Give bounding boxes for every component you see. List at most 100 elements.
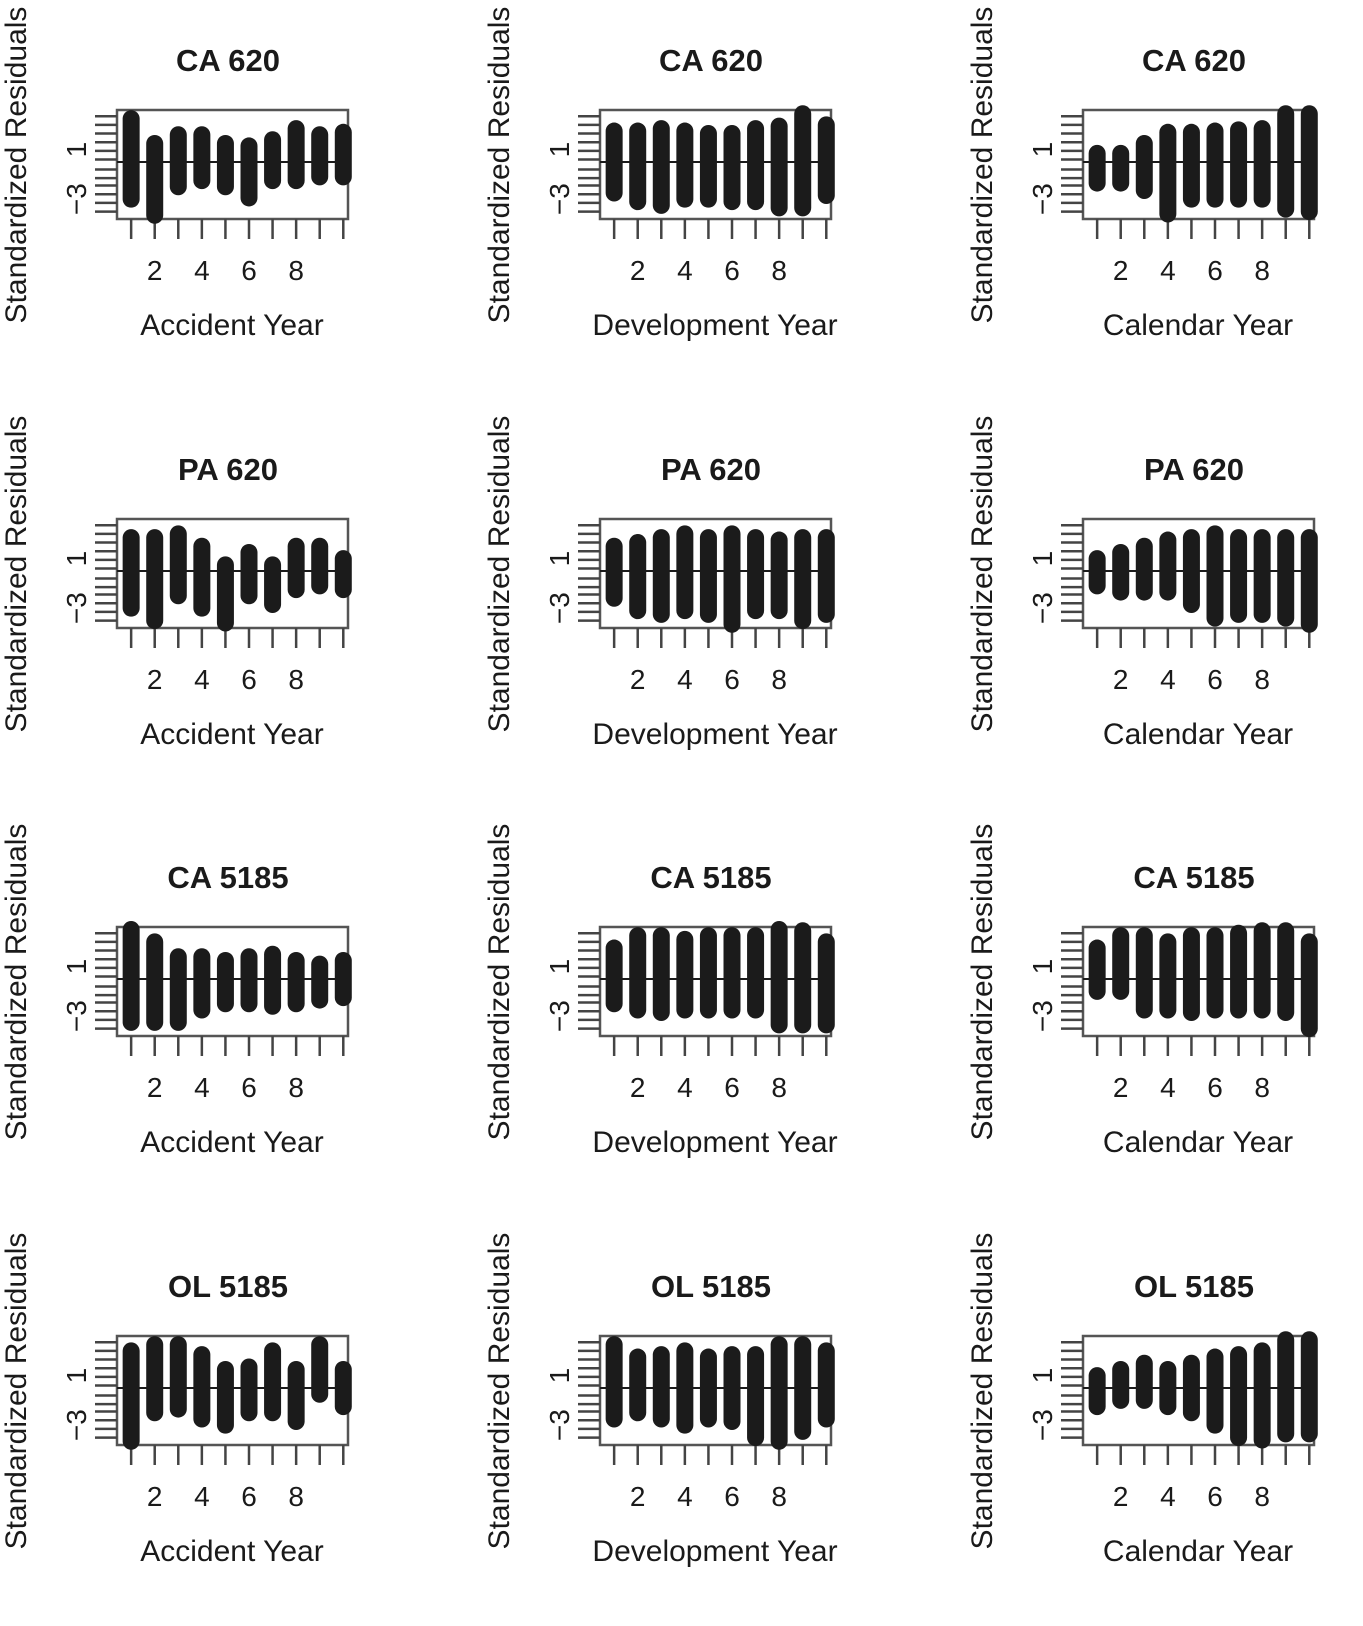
panel-title: CA 620 xyxy=(1142,43,1246,78)
x-tick-label: 8 xyxy=(288,1072,304,1103)
x-tick-label: 2 xyxy=(147,664,163,695)
y-tick-label: 1 xyxy=(61,551,92,567)
x-axis-label: Development Year xyxy=(592,309,837,342)
x-tick-label: 8 xyxy=(1254,255,1270,286)
y-tick-label: −3 xyxy=(61,1409,92,1441)
y-axis-label: Standardized Residuals xyxy=(0,824,33,1141)
x-tick-label: 4 xyxy=(1160,1072,1176,1103)
x-axis-label: Calendar Year xyxy=(1103,1535,1293,1568)
x-tick-label: 2 xyxy=(1113,1481,1129,1512)
panel-r4-c2: OL 5185 1 −3 2 4 6 8 Standardized Residuals Deve… xyxy=(483,1233,838,1568)
x-tick-label: 8 xyxy=(288,1481,304,1512)
panel-title: PA 620 xyxy=(661,452,761,487)
y-tick-label: −3 xyxy=(1027,183,1058,215)
y-axis-label: Standardized Residuals xyxy=(483,824,516,1141)
y-tick-label: 1 xyxy=(1027,142,1058,158)
y-tick-label: 1 xyxy=(544,959,575,975)
x-tick-label: 8 xyxy=(1254,1072,1270,1103)
x-tick-label: 4 xyxy=(1160,1481,1176,1512)
y-tick-label: 1 xyxy=(1027,1368,1058,1384)
y-tick-label: −3 xyxy=(1027,592,1058,624)
y-axis-label: Standardized Residuals xyxy=(483,1233,516,1550)
x-tick-label: 8 xyxy=(771,1481,787,1512)
panel-title: CA 5185 xyxy=(167,860,288,895)
y-tick-label: 1 xyxy=(61,1368,92,1384)
x-tick-label: 4 xyxy=(194,1481,210,1512)
y-tick-label: −3 xyxy=(1027,1000,1058,1032)
x-tick-label: 8 xyxy=(771,664,787,695)
x-tick-label: 2 xyxy=(630,1481,646,1512)
y-axis-label: Standardized Residuals xyxy=(483,7,516,324)
y-tick-label: 1 xyxy=(1027,551,1058,567)
x-tick-label: 6 xyxy=(1207,1481,1223,1512)
panel-r3-c3: CA 5185 1 −3 2 4 6 8 Standardized Residuals Cale… xyxy=(966,824,1318,1159)
x-axis-label: Development Year xyxy=(592,718,837,751)
x-tick-label: 2 xyxy=(1113,664,1129,695)
x-tick-label: 2 xyxy=(630,1072,646,1103)
panel-title: CA 620 xyxy=(176,43,280,78)
panel-r1-c2: CA 620 1 −3 2 4 6 8 Standardized Residuals Devel… xyxy=(483,7,838,342)
x-tick-label: 8 xyxy=(288,664,304,695)
x-tick-label: 2 xyxy=(630,664,646,695)
x-tick-label: 4 xyxy=(194,1072,210,1103)
x-axis-label: Development Year xyxy=(592,1126,837,1159)
panel-r1-c3: CA 620 1 −3 2 4 6 8 Standardized Residuals Calen… xyxy=(966,7,1318,342)
x-tick-label: 2 xyxy=(147,255,163,286)
panel-title: CA 620 xyxy=(659,43,763,78)
y-axis-label: Standardized Residuals xyxy=(0,7,33,324)
panel-r4-c3: OL 5185 1 −3 2 4 6 8 Standardized Residuals Cale… xyxy=(966,1233,1318,1568)
x-tick-label: 2 xyxy=(1113,255,1129,286)
y-tick-label: 1 xyxy=(544,142,575,158)
x-tick-label: 6 xyxy=(724,664,740,695)
y-axis-label: Standardized Residuals xyxy=(966,1233,999,1550)
x-tick-label: 2 xyxy=(147,1072,163,1103)
panel-title: OL 5185 xyxy=(1134,1269,1254,1304)
x-tick-label: 6 xyxy=(241,255,257,286)
x-axis-label: Calendar Year xyxy=(1103,309,1293,342)
panel-title: PA 620 xyxy=(178,452,278,487)
panel-r1-c1: CA 620 1 −3 2 4 6 8 Standardized Residuals Accid… xyxy=(0,7,352,342)
panel-r3-c2: CA 5185 1 −3 2 4 6 8 Standardized Residuals Deve… xyxy=(483,824,838,1159)
x-tick-label: 8 xyxy=(771,1072,787,1103)
x-tick-label: 2 xyxy=(147,1481,163,1512)
y-tick-label: −3 xyxy=(544,1409,575,1441)
panel-title: CA 5185 xyxy=(1133,860,1254,895)
y-tick-label: −3 xyxy=(1027,1409,1058,1441)
y-tick-label: −3 xyxy=(61,592,92,624)
x-axis-label: Accident Year xyxy=(140,718,323,751)
y-tick-label: −3 xyxy=(544,592,575,624)
x-tick-label: 6 xyxy=(241,1481,257,1512)
y-tick-label: −3 xyxy=(544,1000,575,1032)
panel-r3-c1: CA 5185 1 −3 2 4 6 8 Standardized Residuals Acci… xyxy=(0,824,352,1159)
x-axis-label: Accident Year xyxy=(140,1126,323,1159)
y-axis-label: Standardized Residuals xyxy=(0,1233,33,1550)
y-axis-label: Standardized Residuals xyxy=(483,416,516,733)
x-axis-label: Calendar Year xyxy=(1103,718,1293,751)
x-tick-label: 4 xyxy=(194,255,210,286)
y-axis-label: Standardized Residuals xyxy=(0,416,33,733)
panel-r2-c3: PA 620 1 −3 2 4 6 8 Standardized Residuals Calen… xyxy=(966,416,1318,751)
y-axis-label: Standardized Residuals xyxy=(966,416,999,733)
x-tick-label: 8 xyxy=(288,255,304,286)
y-tick-label: 1 xyxy=(61,959,92,975)
x-tick-label: 4 xyxy=(677,1481,693,1512)
x-tick-label: 2 xyxy=(1113,1072,1129,1103)
x-tick-label: 6 xyxy=(1207,1072,1223,1103)
panel-title: PA 620 xyxy=(1144,452,1244,487)
x-axis-label: Accident Year xyxy=(140,309,323,342)
panel-title: OL 5185 xyxy=(168,1269,288,1304)
y-tick-label: 1 xyxy=(544,551,575,567)
y-axis-label: Standardized Residuals xyxy=(966,824,999,1141)
x-tick-label: 4 xyxy=(194,664,210,695)
x-tick-label: 4 xyxy=(1160,664,1176,695)
y-tick-label: −3 xyxy=(544,183,575,215)
x-axis-label: Accident Year xyxy=(140,1535,323,1568)
y-tick-label: −3 xyxy=(61,1000,92,1032)
panel-r4-c1: OL 5185 1 −3 2 4 6 8 Standardized Residuals Acci… xyxy=(0,1233,352,1568)
x-tick-label: 6 xyxy=(241,664,257,695)
x-tick-label: 8 xyxy=(1254,1481,1270,1512)
x-tick-label: 6 xyxy=(241,1072,257,1103)
panel-title: CA 5185 xyxy=(650,860,771,895)
panel-r2-c1: PA 620 1 −3 2 4 6 8 Standardized Residuals Accid… xyxy=(0,416,352,751)
x-axis-label: Calendar Year xyxy=(1103,1126,1293,1159)
